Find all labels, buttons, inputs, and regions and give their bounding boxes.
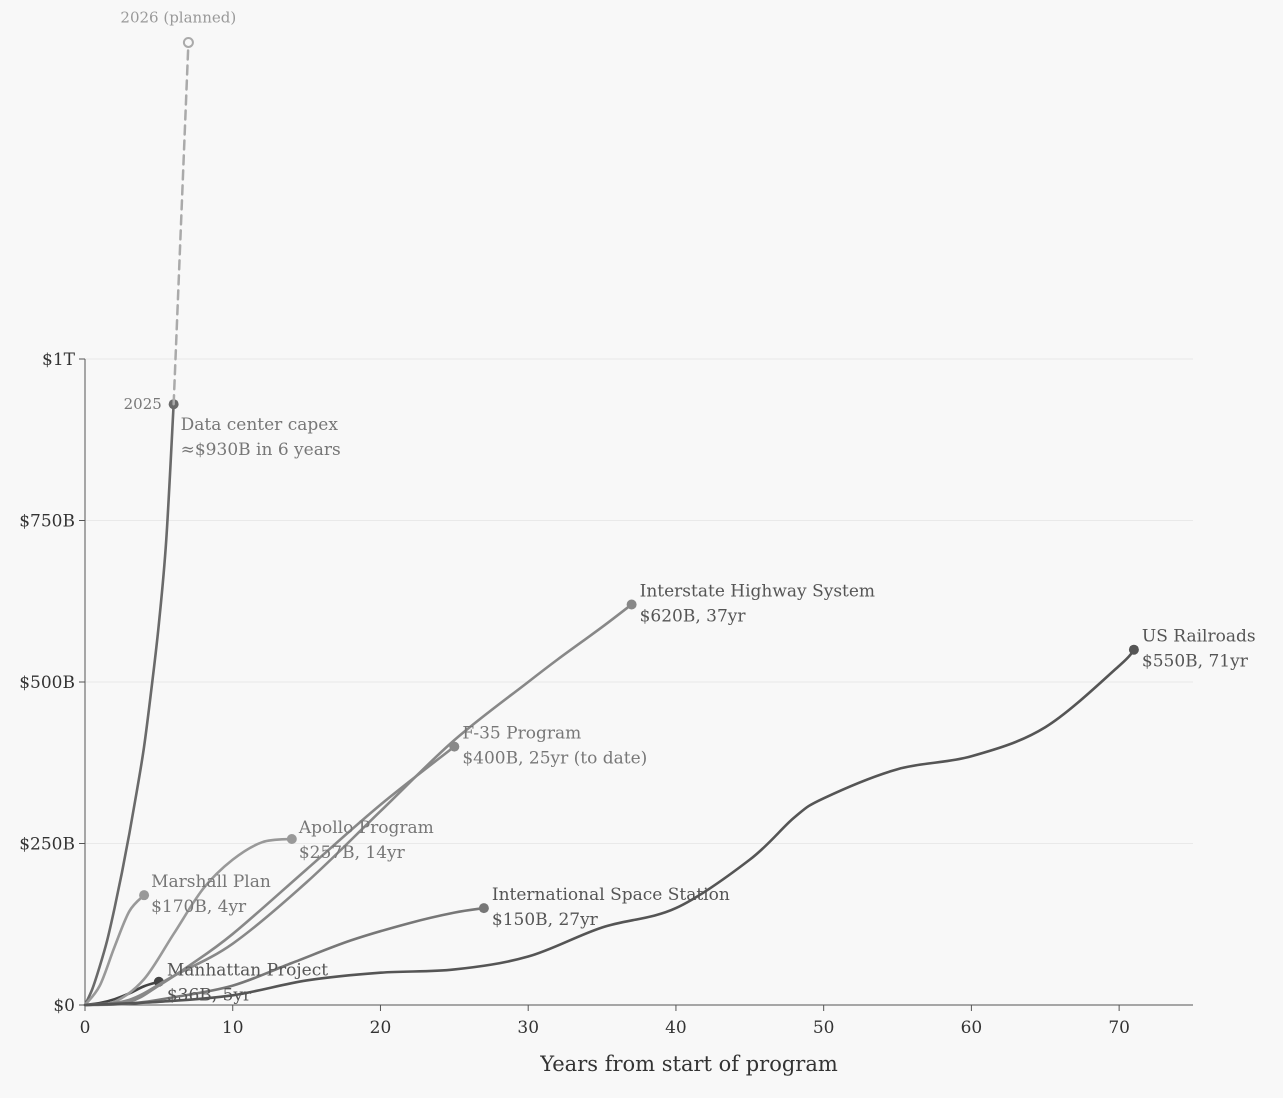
series-label-marshall-plan: $170B, 4yr	[151, 897, 247, 917]
x-tick-label: 40	[665, 1018, 687, 1038]
end-point-f-35-program	[449, 741, 460, 752]
x-tick-label: 0	[80, 1018, 91, 1038]
x-tick-label: 50	[813, 1018, 835, 1038]
series-label-marshall-plan: Marshall Plan	[151, 872, 271, 892]
series-label-f-35-program: $400B, 25yr (to date)	[462, 749, 647, 769]
series-label-interstate-highway-system: $620B, 37yr	[640, 606, 747, 626]
end-point-marshall-plan	[139, 890, 150, 901]
series-lines	[83, 36, 1139, 1007]
end-point-international-space-station	[478, 903, 489, 914]
series-labels: Data center capex ≈$930B in 6 years Marsha…	[120, 8, 1255, 1005]
x-tick-label: 30	[517, 1018, 539, 1038]
annotation-label: 2025	[124, 395, 162, 413]
end-point-us-railroads	[1128, 644, 1139, 655]
x-tick-label: 70	[1108, 1018, 1130, 1038]
series-line-us-railroads	[83, 648, 1136, 1007]
series-label-apollo-program: $257B, 14yr	[299, 843, 406, 863]
series-label-apollo-program: Apollo Program	[298, 818, 434, 838]
series-label-international-space-station: International Space Station	[492, 885, 730, 905]
series-label-data-center-capex: ≈$930B in 6 years	[181, 440, 341, 460]
series-line-f-35-program	[83, 745, 456, 1007]
series-line-data-center-capex-planned	[172, 41, 190, 406]
series-line-international-space-station	[83, 906, 486, 1007]
tick-labels: $0 $250B $500B $750B $1T 0 10 20 30 40 50 60 70	[19, 350, 1130, 1038]
end-point-interstate-highway-system	[626, 599, 637, 610]
x-tick-label: 10	[222, 1018, 244, 1038]
end-point-apollo-program	[286, 833, 297, 844]
grid-lines	[85, 358, 1193, 844]
series-line-apollo-program	[83, 837, 294, 1007]
series-label-manhattan-project: Manhattan Project	[167, 961, 328, 981]
series-label-data-center-capex: Data center capex	[181, 415, 339, 435]
series-label-us-railroads: US Railroads	[1142, 627, 1256, 647]
y-tick-label: $250B	[19, 835, 75, 855]
series-line-interstate-highway-system	[83, 603, 633, 1007]
annotation-label: 2026 (planned)	[120, 8, 236, 26]
y-tick-label: $1T	[42, 350, 76, 370]
series-label-interstate-highway-system: Interstate Highway System	[640, 581, 875, 601]
x-axis-title: Years from start of program	[539, 1052, 838, 1076]
y-tick-label: $0	[53, 996, 75, 1016]
y-tick-label: $750B	[19, 512, 75, 532]
y-tick-label: $500B	[19, 673, 75, 693]
series-label-us-railroads: $550B, 71yr	[1142, 652, 1249, 672]
series-label-f-35-program: F-35 Program	[462, 724, 581, 744]
end-point-data-center-capex-planned	[182, 36, 194, 48]
x-tick-label: 60	[961, 1018, 983, 1038]
x-tick-label: 20	[370, 1018, 392, 1038]
series-line-data-center-capex	[83, 402, 175, 1007]
series-line-marshall-plan	[83, 893, 146, 1007]
series-label-international-space-station: $150B, 27yr	[492, 910, 599, 930]
series-label-manhattan-project: $36B, 5yr	[167, 986, 252, 1006]
